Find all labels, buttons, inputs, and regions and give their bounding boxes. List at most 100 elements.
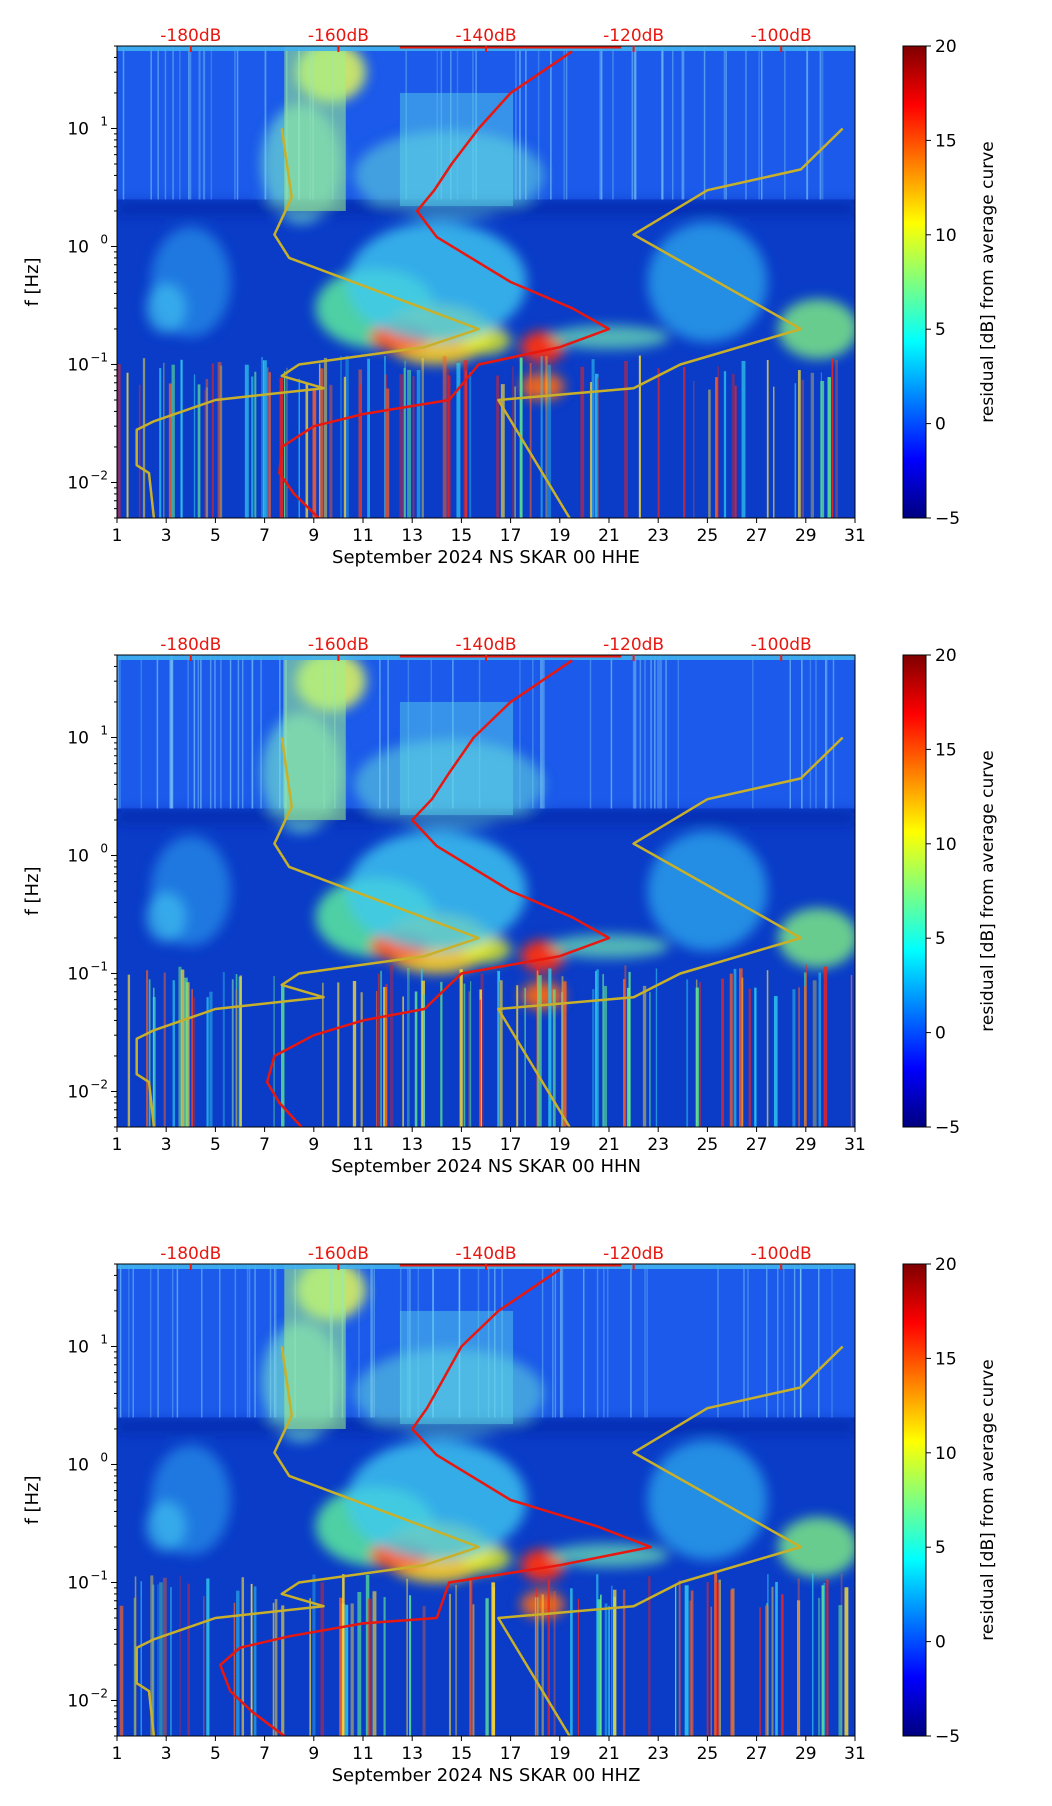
streak <box>463 983 466 1127</box>
x-tick-label: 27 <box>746 1135 768 1155</box>
streak <box>446 369 450 518</box>
streak <box>725 46 727 200</box>
x-tick-label: 21 <box>598 1135 620 1155</box>
streak <box>811 1573 814 1736</box>
streak <box>622 1589 626 1736</box>
x-tick-label: 17 <box>500 526 522 546</box>
streak <box>235 989 238 1127</box>
streak <box>657 655 659 809</box>
streak <box>477 1264 480 1418</box>
streak <box>218 1264 221 1418</box>
streak <box>563 46 565 200</box>
streak <box>589 382 593 518</box>
streak <box>554 1264 557 1418</box>
streak <box>157 1584 159 1736</box>
streak <box>514 386 516 518</box>
streak <box>209 991 213 1127</box>
streak <box>417 1264 420 1418</box>
x-tick-label: 11 <box>352 526 374 546</box>
top-axis-label: -140dB <box>455 1244 516 1264</box>
streak <box>766 359 769 518</box>
streak <box>623 979 626 1127</box>
y-tick-exponent: −2 <box>90 1077 108 1091</box>
streak <box>831 1264 833 1418</box>
streak <box>244 364 249 518</box>
y-tick-exponent: 1 <box>100 723 108 737</box>
streak <box>176 1264 179 1418</box>
x-tick-label: 21 <box>598 1744 620 1764</box>
streak <box>824 655 827 809</box>
streak <box>203 1596 205 1736</box>
streak <box>752 655 754 809</box>
streak <box>677 655 680 809</box>
streak <box>714 1573 718 1736</box>
streak <box>718 1579 721 1736</box>
streak <box>731 373 735 518</box>
colorbar-label: residual [dB] from average curve <box>978 750 998 1031</box>
streak <box>681 46 683 200</box>
streak <box>458 1264 461 1418</box>
streak <box>384 356 386 518</box>
streak <box>387 655 389 809</box>
streak <box>171 364 175 518</box>
colorbar-tick-label: 20 <box>935 37 957 57</box>
streak <box>582 1264 585 1418</box>
x-tick-label: 13 <box>401 526 423 546</box>
streak <box>399 374 403 518</box>
streak <box>456 46 459 200</box>
x-tick-label: 1 <box>112 526 123 546</box>
x-axis-label: September 2024 NS SKAR 00 HHE <box>332 547 640 568</box>
streak <box>498 981 500 1127</box>
high-noise-model-line <box>497 736 844 1127</box>
dark-band <box>117 812 855 823</box>
streak <box>634 655 636 809</box>
streak <box>805 964 807 1127</box>
streak <box>525 46 527 200</box>
top-axis-label: -160dB <box>308 1244 369 1264</box>
streak <box>211 363 214 518</box>
streak <box>171 655 174 809</box>
streak <box>380 970 383 1127</box>
energy-blob <box>346 1440 527 1560</box>
streak <box>320 1582 325 1736</box>
colorbar-tick-label: 10 <box>935 226 957 246</box>
streak <box>253 1586 257 1736</box>
streak <box>648 1576 651 1736</box>
streak <box>407 369 412 518</box>
streak <box>422 994 425 1127</box>
streak <box>499 980 503 1127</box>
x-tick-label: 27 <box>746 1744 768 1764</box>
y-axis-label: f [Hz] <box>22 866 43 915</box>
streak <box>472 46 474 200</box>
energy-blob <box>549 934 669 959</box>
streak <box>536 970 539 1127</box>
streak <box>384 374 388 518</box>
streak <box>229 655 232 809</box>
streak <box>599 46 601 200</box>
high-noise-model-line <box>497 127 844 518</box>
y-axis-label: f [Hz] <box>22 1475 43 1524</box>
streak <box>823 1582 826 1736</box>
streak <box>193 374 196 518</box>
streak <box>611 1585 613 1736</box>
colorbar-tick-label: 15 <box>935 1349 957 1369</box>
streak <box>730 1589 735 1736</box>
streak <box>818 972 821 1127</box>
streak <box>402 996 404 1127</box>
streak <box>610 655 613 809</box>
streak <box>690 1590 694 1736</box>
streak <box>267 367 269 518</box>
streak <box>662 46 664 200</box>
low-noise-model-line <box>135 128 480 518</box>
streak <box>260 655 262 809</box>
streak <box>733 968 737 1127</box>
streak <box>179 46 181 200</box>
y-tick-label: 10 <box>67 1337 89 1357</box>
streak <box>261 357 263 518</box>
streak <box>239 975 242 1127</box>
y-tick-label: 10 <box>67 1082 89 1102</box>
streak <box>684 1585 689 1736</box>
streak <box>407 967 410 1127</box>
